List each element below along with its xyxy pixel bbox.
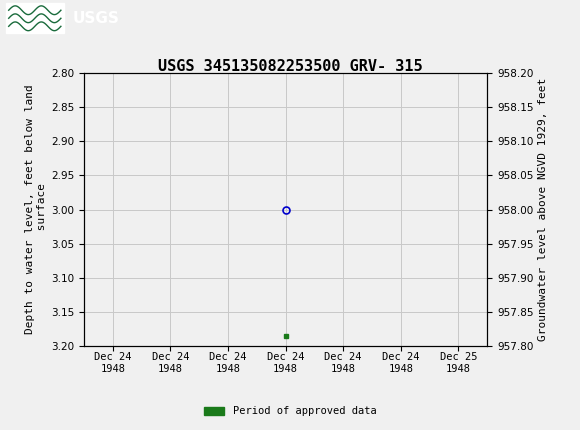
Text: USGS: USGS — [72, 11, 119, 26]
Y-axis label: Depth to water level, feet below land
 surface: Depth to water level, feet below land su… — [26, 85, 47, 335]
FancyBboxPatch shape — [6, 3, 64, 33]
Y-axis label: Groundwater level above NGVD 1929, feet: Groundwater level above NGVD 1929, feet — [538, 78, 548, 341]
Legend: Period of approved data: Period of approved data — [200, 402, 380, 421]
Text: USGS 345135082253500 GRV- 315: USGS 345135082253500 GRV- 315 — [158, 59, 422, 74]
